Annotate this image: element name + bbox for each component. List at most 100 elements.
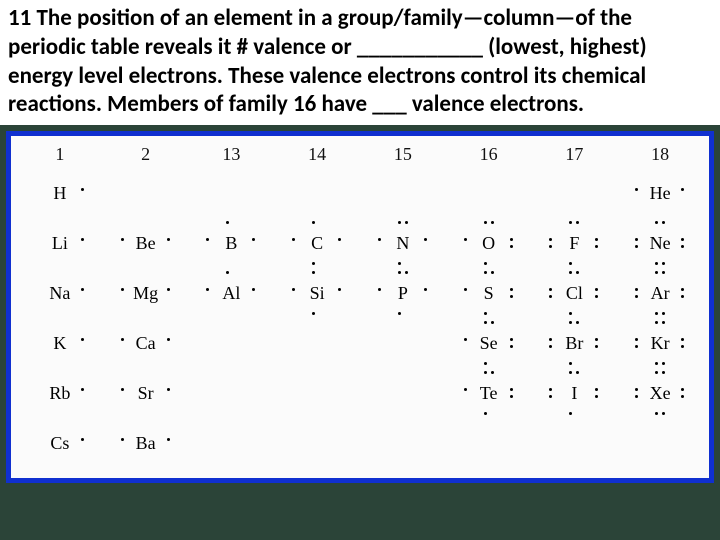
valence-dot [81, 338, 84, 341]
valence-dot [655, 312, 658, 315]
group-header: 14 [274, 144, 360, 168]
group-header: 15 [360, 144, 446, 168]
valence-dot [81, 388, 84, 391]
element-symbol: Ne [650, 233, 671, 254]
element-symbol: P [398, 283, 408, 304]
valence-dot [484, 321, 487, 324]
element-row: LiBeBCNOFNe [17, 218, 703, 268]
element-symbol: Si [310, 283, 325, 304]
valence-dot [655, 362, 658, 365]
valence-dot [510, 245, 513, 248]
valence-dot [510, 238, 513, 241]
element-cell: N [360, 218, 446, 268]
valence-dot [405, 271, 408, 274]
valence-dot [312, 271, 315, 274]
element-symbol: Cs [50, 433, 69, 454]
element-symbol: He [650, 183, 671, 204]
valence-dot [398, 271, 401, 274]
valence-dot [81, 438, 84, 441]
valence-dot [338, 238, 341, 241]
valence-dot [569, 371, 572, 374]
element-na: Na [37, 273, 83, 313]
element-cell: Br [532, 318, 618, 368]
valence-dot [491, 271, 494, 274]
valence-dot [510, 395, 513, 398]
valence-dot [484, 412, 487, 415]
valence-dot [595, 288, 598, 291]
valence-dot [424, 238, 427, 241]
element-mg: Mg [123, 273, 169, 313]
element-symbol: Xe [650, 383, 671, 404]
element-cell: Ar [617, 268, 703, 318]
element-s: S [466, 273, 512, 313]
valence-dot [635, 338, 638, 341]
element-cell: P [360, 268, 446, 318]
valence-dot [681, 295, 684, 298]
element-h: H [37, 173, 83, 213]
valence-dot [424, 288, 427, 291]
valence-dot [595, 245, 598, 248]
element-cl: Cl [551, 273, 597, 313]
element-cell: Rb [17, 368, 103, 418]
valence-dot [595, 395, 598, 398]
element-cell: K [17, 318, 103, 368]
element-cell [274, 168, 360, 218]
element-symbol: Ca [136, 333, 156, 354]
valence-dot [121, 238, 124, 241]
valence-dot [569, 362, 572, 365]
valence-dot [569, 312, 572, 315]
element-symbol: Be [136, 233, 156, 254]
element-n: N [380, 223, 426, 263]
element-c: C [294, 223, 340, 263]
valence-dot [510, 338, 513, 341]
element-cell [360, 368, 446, 418]
element-symbol: N [396, 233, 409, 254]
valence-dot [81, 188, 84, 191]
valence-dot [167, 238, 170, 241]
valence-dot [635, 388, 638, 391]
element-symbol: Na [49, 283, 70, 304]
element-cell: I [532, 368, 618, 418]
valence-dot [81, 288, 84, 291]
element-symbol: Se [480, 333, 498, 354]
valence-dot [576, 221, 579, 224]
element-cell: Ne [617, 218, 703, 268]
element-he: He [637, 173, 683, 213]
element-se: Se [466, 323, 512, 363]
valence-dot [312, 312, 315, 315]
element-i: I [551, 373, 597, 413]
valence-dot [464, 338, 467, 341]
element-li: Li [37, 223, 83, 263]
valence-dot [549, 338, 552, 341]
element-symbol: Cl [566, 283, 583, 304]
valence-dot [635, 345, 638, 348]
valence-dot [252, 288, 255, 291]
valence-dot [635, 395, 638, 398]
element-si: Si [294, 273, 340, 313]
element-symbol: Sr [138, 383, 154, 404]
valence-dot [549, 245, 552, 248]
valence-dot [167, 288, 170, 291]
element-symbol: Li [52, 233, 68, 254]
valence-dot [635, 188, 638, 191]
element-cell [360, 418, 446, 468]
valence-dot [662, 221, 665, 224]
valence-dot [569, 321, 572, 324]
element-cell [274, 368, 360, 418]
valence-dot [681, 338, 684, 341]
valence-dot [167, 338, 170, 341]
valence-dot [378, 238, 381, 241]
element-symbol: Ba [136, 433, 156, 454]
element-row: H He [17, 168, 703, 218]
valence-dot [484, 362, 487, 365]
valence-dot [378, 288, 381, 291]
element-cell: Ca [103, 318, 189, 368]
valence-dot [681, 188, 684, 191]
valence-dot [595, 295, 598, 298]
element-be: Be [123, 223, 169, 263]
valence-dot [206, 288, 209, 291]
element-f: F [551, 223, 597, 263]
valence-dot [569, 221, 572, 224]
element-symbol: Br [565, 333, 583, 354]
valence-dot [662, 321, 665, 324]
